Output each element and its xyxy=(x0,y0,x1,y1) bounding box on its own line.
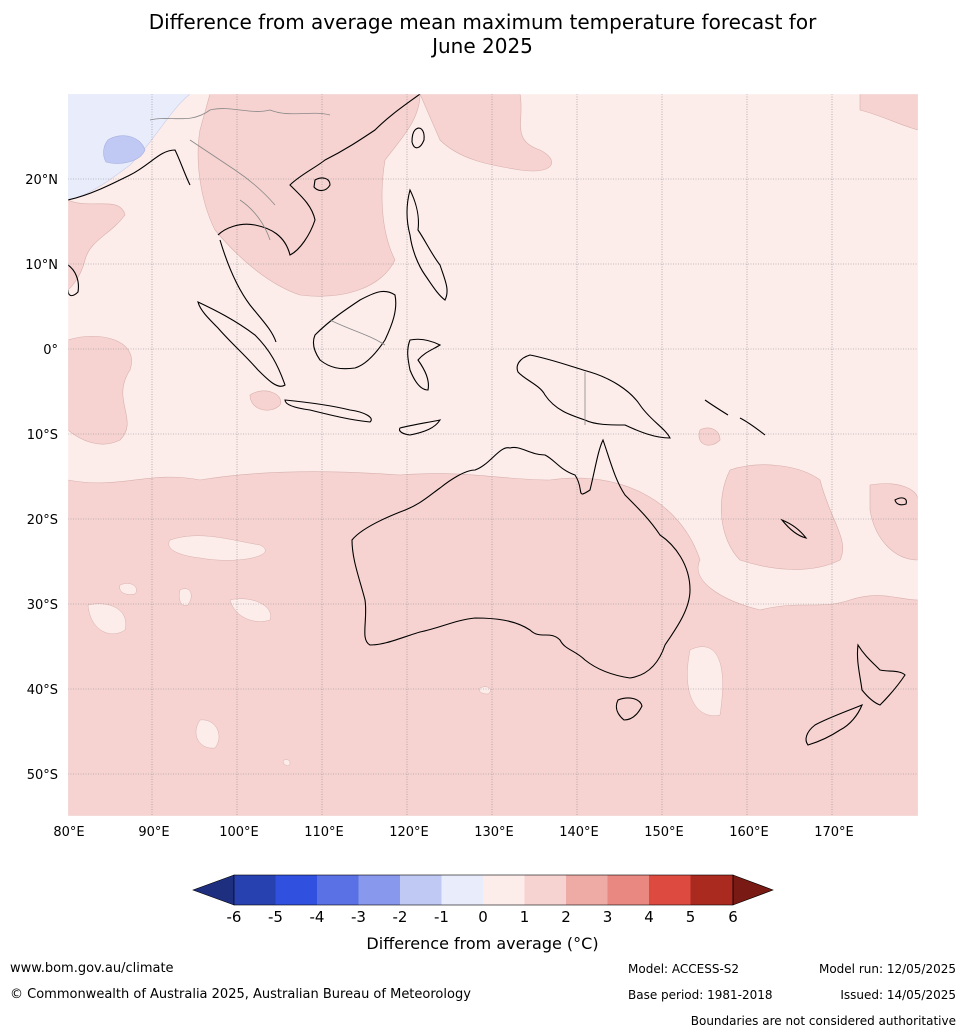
colorbar-high-extension xyxy=(732,874,774,906)
colorbar-bin xyxy=(690,875,733,905)
sri-lanka-coast xyxy=(68,264,79,297)
new-zealand-south-coast xyxy=(805,703,863,746)
sumatra-coast xyxy=(197,301,286,387)
colorbar: -6 -5 -4 -3 -2 -1 0 1 2 3 4 5 6 xyxy=(192,874,774,926)
tasmania-coast xyxy=(615,697,643,721)
taiwan-coast xyxy=(411,127,425,149)
borneo-coast xyxy=(312,290,397,370)
title-line-2: June 2025 xyxy=(432,34,533,58)
colorbar-bin xyxy=(649,875,691,905)
colorbar-tick: 4 xyxy=(644,908,654,926)
australia-coast xyxy=(351,438,691,679)
colorbar-bin xyxy=(566,875,608,905)
copyright-text: © Commonwealth of Australia 2025, Austra… xyxy=(10,987,471,1002)
colorbar-tick: -6 xyxy=(227,908,242,926)
colorbar-bin xyxy=(275,875,317,905)
colorbar-tick: -5 xyxy=(268,908,283,926)
fiji-coast xyxy=(894,497,907,506)
website-link[interactable]: www.bom.gov.au/climate xyxy=(10,961,174,976)
anomaly-minus2-minus1-region xyxy=(103,135,146,164)
malay-peninsula-coast xyxy=(219,239,277,343)
model-run-date: Model run: 12/05/2025 xyxy=(818,962,956,976)
colorbar-bin xyxy=(524,875,566,905)
lat-label: 0° xyxy=(43,343,58,358)
political-boundaries xyxy=(149,108,586,425)
india-coast xyxy=(68,149,191,201)
lon-label: 140°E xyxy=(559,825,599,840)
lon-label: 160°E xyxy=(729,825,769,840)
colorbar-tick: 1 xyxy=(520,908,530,926)
lat-label: 20°S xyxy=(27,513,58,528)
solomon-islands-coast xyxy=(704,399,766,436)
model-name: Model: ACCESS-S2 xyxy=(628,962,740,976)
colorbar-tick: 6 xyxy=(728,908,738,926)
boundaries-disclaimer: Boundaries are not considered authoritat… xyxy=(690,1014,956,1028)
new-caledonia-coast xyxy=(780,518,808,539)
colorbar-low-extension xyxy=(192,874,235,906)
colorbar-tick: 3 xyxy=(603,908,613,926)
colorbar-bin xyxy=(317,875,359,905)
lon-label: 90°E xyxy=(138,825,169,840)
colorbar-tick: -4 xyxy=(310,908,325,926)
lon-label: 110°E xyxy=(304,825,344,840)
philippines-coast xyxy=(406,188,448,301)
colorbar-bin xyxy=(234,875,276,905)
graticule xyxy=(68,94,918,816)
colorbar-tick: -2 xyxy=(393,908,408,926)
colorbar-bin xyxy=(400,875,442,905)
colorbar-tick: 0 xyxy=(478,908,488,926)
coastlines xyxy=(68,94,907,746)
colorbar-tick: -3 xyxy=(351,908,366,926)
lat-label: 30°S xyxy=(27,598,58,613)
lon-label: 150°E xyxy=(644,825,684,840)
anomaly-0-1-pockets xyxy=(87,535,723,767)
lon-label: 100°E xyxy=(219,825,259,840)
colorbar-label-text: Difference from average ( xyxy=(366,934,574,953)
lon-label: 170°E xyxy=(814,825,854,840)
colorbar-tick: -1 xyxy=(434,908,449,926)
lat-label: 50°S xyxy=(27,768,58,783)
lat-label: 40°S xyxy=(27,683,58,698)
lat-label: 10°S xyxy=(27,428,58,443)
colorbar-bin xyxy=(358,875,400,905)
hainan-coast xyxy=(313,177,331,192)
lon-label: 130°E xyxy=(474,825,514,840)
colorbar-tick: 5 xyxy=(686,908,696,926)
map-panel xyxy=(68,94,918,816)
colorbar-unit: °C) xyxy=(573,934,599,953)
anomaly-1-2-regions xyxy=(68,94,918,816)
chart-title: Difference from average mean maximum tem… xyxy=(0,10,965,58)
latitude-labels: 20°N 10°N 0° 10°S 20°S 30°S 40°S 50°S xyxy=(25,173,58,783)
colorbar-label: Difference from average (°C) xyxy=(0,934,965,953)
title-line-1: Difference from average mean maximum tem… xyxy=(148,10,817,34)
java-coast xyxy=(284,399,372,423)
new-zealand-north-coast xyxy=(856,643,906,706)
issued-date: Issued: 14/05/2025 xyxy=(840,988,956,1002)
base-period: Base period: 1981-2018 xyxy=(628,988,773,1002)
colorbar-tick-labels: -6 -5 -4 -3 -2 -1 0 1 2 3 4 5 6 xyxy=(227,908,738,926)
timor-coast xyxy=(398,419,442,436)
sulawesi-coast xyxy=(407,338,442,391)
new-guinea-coast xyxy=(516,354,671,439)
indochina-coast xyxy=(217,94,421,256)
lat-label: 20°N xyxy=(25,173,58,188)
colorbar-bin xyxy=(607,875,649,905)
lon-label: 80°E xyxy=(53,825,84,840)
colorbar-outline xyxy=(233,874,734,906)
lat-label: 10°N xyxy=(25,258,58,273)
colorbar-bin xyxy=(483,875,525,905)
colorbar-tick: 2 xyxy=(561,908,571,926)
map-frame xyxy=(67,93,919,817)
colorbar-bin xyxy=(441,875,483,905)
longitude-labels: 80°E 90°E 100°E 110°E 120°E 130°E 140°E … xyxy=(53,825,853,840)
lon-label: 120°E xyxy=(389,825,429,840)
